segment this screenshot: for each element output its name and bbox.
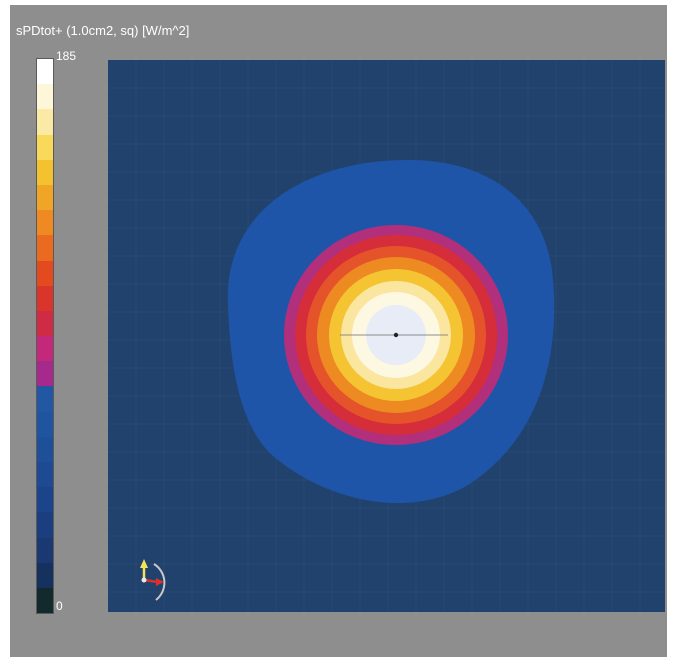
- colorbar-segment: [37, 487, 53, 513]
- colorbar-max-label: 185: [56, 49, 77, 63]
- contour-bands: [227, 160, 555, 504]
- colorbar-segment: [37, 411, 53, 437]
- field-plot-panel: sPDtot+ (1.0cm2, sq) [W/m^2] 185 0: [10, 5, 667, 657]
- colorbar-segment: [37, 134, 53, 160]
- axes-gizmo-icon: [140, 559, 166, 601]
- colorbar-segment: [37, 184, 53, 211]
- colorbar-segment: [37, 336, 53, 362]
- colorbar-segment: [37, 512, 53, 538]
- colorbar-segment: [37, 109, 53, 135]
- quantity-title: sPDtot+ (1.0cm2, sq) [W/m^2]: [16, 23, 190, 38]
- colorbar-segment: [37, 235, 53, 261]
- colorbar-segment: [37, 260, 53, 286]
- colorbar-segment: [37, 84, 53, 110]
- colorbar-segment: [37, 462, 53, 488]
- colorbar-segment: [37, 361, 53, 387]
- colorbar-segment: [37, 285, 53, 311]
- contour-plot: [108, 60, 665, 612]
- colorbar-segment: [37, 59, 53, 85]
- center-marker: [393, 332, 399, 338]
- colorbar: [36, 58, 54, 614]
- colorbar-min-label: 0: [56, 599, 63, 613]
- colorbar-segment: [37, 537, 53, 563]
- colorbar-segment: [37, 436, 53, 462]
- colorbar-segment: [37, 310, 53, 337]
- colorbar-segment: [37, 210, 53, 236]
- colorbar-segment: [37, 159, 53, 185]
- colorbar-segment: [37, 587, 53, 614]
- colorbar-segment: [37, 386, 53, 412]
- power-density-map: [108, 60, 665, 612]
- colorbar-segment: [37, 562, 53, 588]
